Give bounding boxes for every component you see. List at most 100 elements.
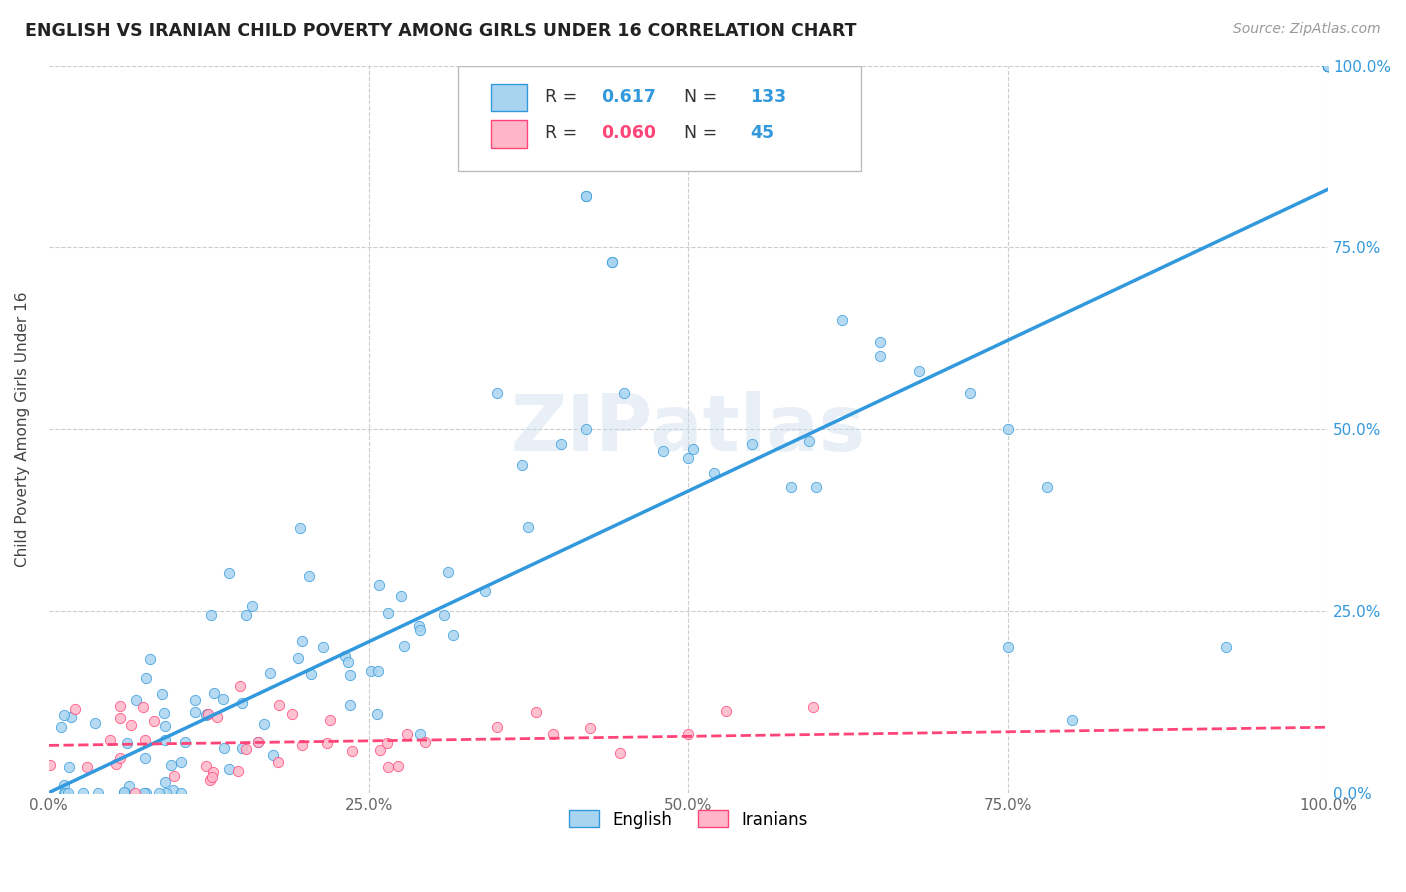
Point — [259, 665, 281, 680]
Point — [267, 755, 290, 769]
Point — [134, 733, 156, 747]
Point — [49, 721, 72, 735]
Point — [1317, 59, 1340, 73]
Point — [997, 422, 1019, 436]
Point — [907, 364, 929, 378]
Point — [1317, 59, 1340, 73]
Point — [135, 786, 157, 800]
Point — [72, 786, 94, 800]
Point — [114, 786, 136, 800]
Point — [869, 334, 891, 349]
Point — [339, 698, 361, 712]
Point — [87, 786, 110, 800]
FancyBboxPatch shape — [492, 120, 527, 148]
Point — [120, 718, 142, 732]
Point — [63, 701, 86, 715]
Point — [184, 705, 207, 719]
Point — [609, 746, 631, 760]
Point — [1317, 59, 1340, 73]
Point — [112, 786, 135, 800]
Point — [1317, 59, 1340, 73]
Point — [1317, 59, 1340, 73]
Point — [200, 772, 222, 787]
Point — [340, 744, 363, 758]
Point — [58, 760, 80, 774]
Text: N =: N = — [673, 88, 723, 106]
Text: R =: R = — [546, 124, 583, 142]
Point — [298, 569, 321, 583]
Point — [377, 736, 399, 750]
Point — [703, 466, 725, 480]
Point — [1317, 59, 1340, 73]
Point — [218, 566, 240, 581]
Point — [367, 664, 389, 678]
Point — [1317, 59, 1340, 73]
Point — [235, 742, 257, 756]
Point — [1317, 59, 1340, 73]
Point — [150, 687, 173, 701]
Point — [84, 716, 107, 731]
Point — [319, 713, 342, 727]
Point — [153, 733, 176, 747]
Point — [153, 775, 176, 789]
Point — [202, 686, 225, 700]
Point — [377, 606, 399, 620]
Point — [148, 786, 170, 800]
Point — [53, 778, 76, 792]
Point — [316, 736, 339, 750]
Point — [135, 671, 157, 685]
Point — [441, 628, 464, 642]
Y-axis label: Child Poverty Among Girls Under 16: Child Poverty Among Girls Under 16 — [15, 292, 30, 567]
Point — [485, 385, 508, 400]
Point — [368, 577, 391, 591]
Point — [162, 783, 184, 797]
Point — [212, 740, 235, 755]
Point — [389, 589, 412, 603]
Point — [741, 436, 763, 450]
Point — [132, 700, 155, 714]
Point — [139, 652, 162, 666]
Point — [806, 480, 828, 494]
Text: 0.060: 0.060 — [602, 124, 657, 142]
Point — [360, 665, 382, 679]
Point — [600, 255, 623, 269]
Point — [53, 786, 76, 800]
Point — [409, 623, 432, 637]
Point — [1317, 59, 1340, 73]
Text: ZIPatlas: ZIPatlas — [510, 391, 866, 467]
Point — [231, 696, 253, 710]
Point — [575, 189, 598, 203]
Point — [112, 785, 135, 799]
Point — [575, 422, 598, 436]
Point — [115, 736, 138, 750]
Point — [53, 707, 76, 722]
Point — [336, 655, 359, 669]
Point — [169, 755, 191, 769]
Point — [339, 668, 361, 682]
Point — [58, 786, 80, 800]
Point — [160, 757, 183, 772]
Point — [218, 762, 240, 776]
Point — [1317, 59, 1340, 73]
Point — [108, 711, 131, 725]
Point — [1317, 59, 1340, 73]
Point — [716, 704, 738, 718]
Point — [1317, 59, 1340, 73]
Point — [333, 649, 356, 664]
Point — [211, 691, 233, 706]
Point — [153, 719, 176, 733]
Point — [201, 764, 224, 779]
Point — [678, 451, 700, 466]
Text: 45: 45 — [749, 124, 773, 142]
Point — [235, 607, 257, 622]
Text: 133: 133 — [749, 88, 786, 106]
Point — [110, 698, 132, 713]
Point — [124, 786, 146, 800]
Point — [1317, 59, 1340, 73]
Text: 0.617: 0.617 — [602, 88, 657, 106]
Text: N =: N = — [673, 124, 723, 142]
Point — [869, 350, 891, 364]
Point — [1062, 713, 1084, 727]
FancyBboxPatch shape — [492, 84, 527, 112]
Point — [801, 700, 824, 714]
